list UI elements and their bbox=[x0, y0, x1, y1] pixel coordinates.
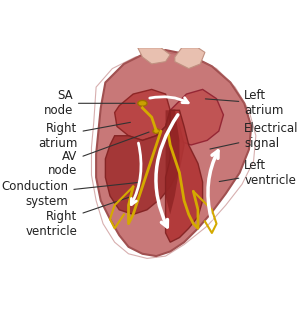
Polygon shape bbox=[138, 48, 170, 64]
Text: Left
ventricle: Left ventricle bbox=[219, 159, 296, 187]
Text: Right
ventricle: Right ventricle bbox=[26, 197, 130, 238]
FancyArrowPatch shape bbox=[208, 151, 218, 219]
Polygon shape bbox=[166, 110, 203, 242]
Text: SA
node: SA node bbox=[44, 89, 135, 117]
Polygon shape bbox=[115, 89, 170, 140]
Text: Left
atrium: Left atrium bbox=[206, 89, 284, 117]
FancyArrowPatch shape bbox=[150, 97, 188, 103]
Ellipse shape bbox=[153, 129, 160, 133]
Polygon shape bbox=[175, 48, 205, 69]
Text: Conduction
system: Conduction system bbox=[1, 180, 140, 208]
Ellipse shape bbox=[138, 100, 147, 106]
Text: Electrical
signal: Electrical signal bbox=[210, 122, 299, 150]
Polygon shape bbox=[166, 110, 179, 215]
Text: Right
atrium: Right atrium bbox=[38, 122, 130, 150]
Polygon shape bbox=[170, 89, 224, 145]
Text: AV
node: AV node bbox=[48, 132, 149, 178]
Polygon shape bbox=[105, 110, 184, 215]
FancyArrowPatch shape bbox=[156, 115, 178, 227]
FancyArrowPatch shape bbox=[131, 143, 141, 205]
Polygon shape bbox=[96, 50, 251, 256]
